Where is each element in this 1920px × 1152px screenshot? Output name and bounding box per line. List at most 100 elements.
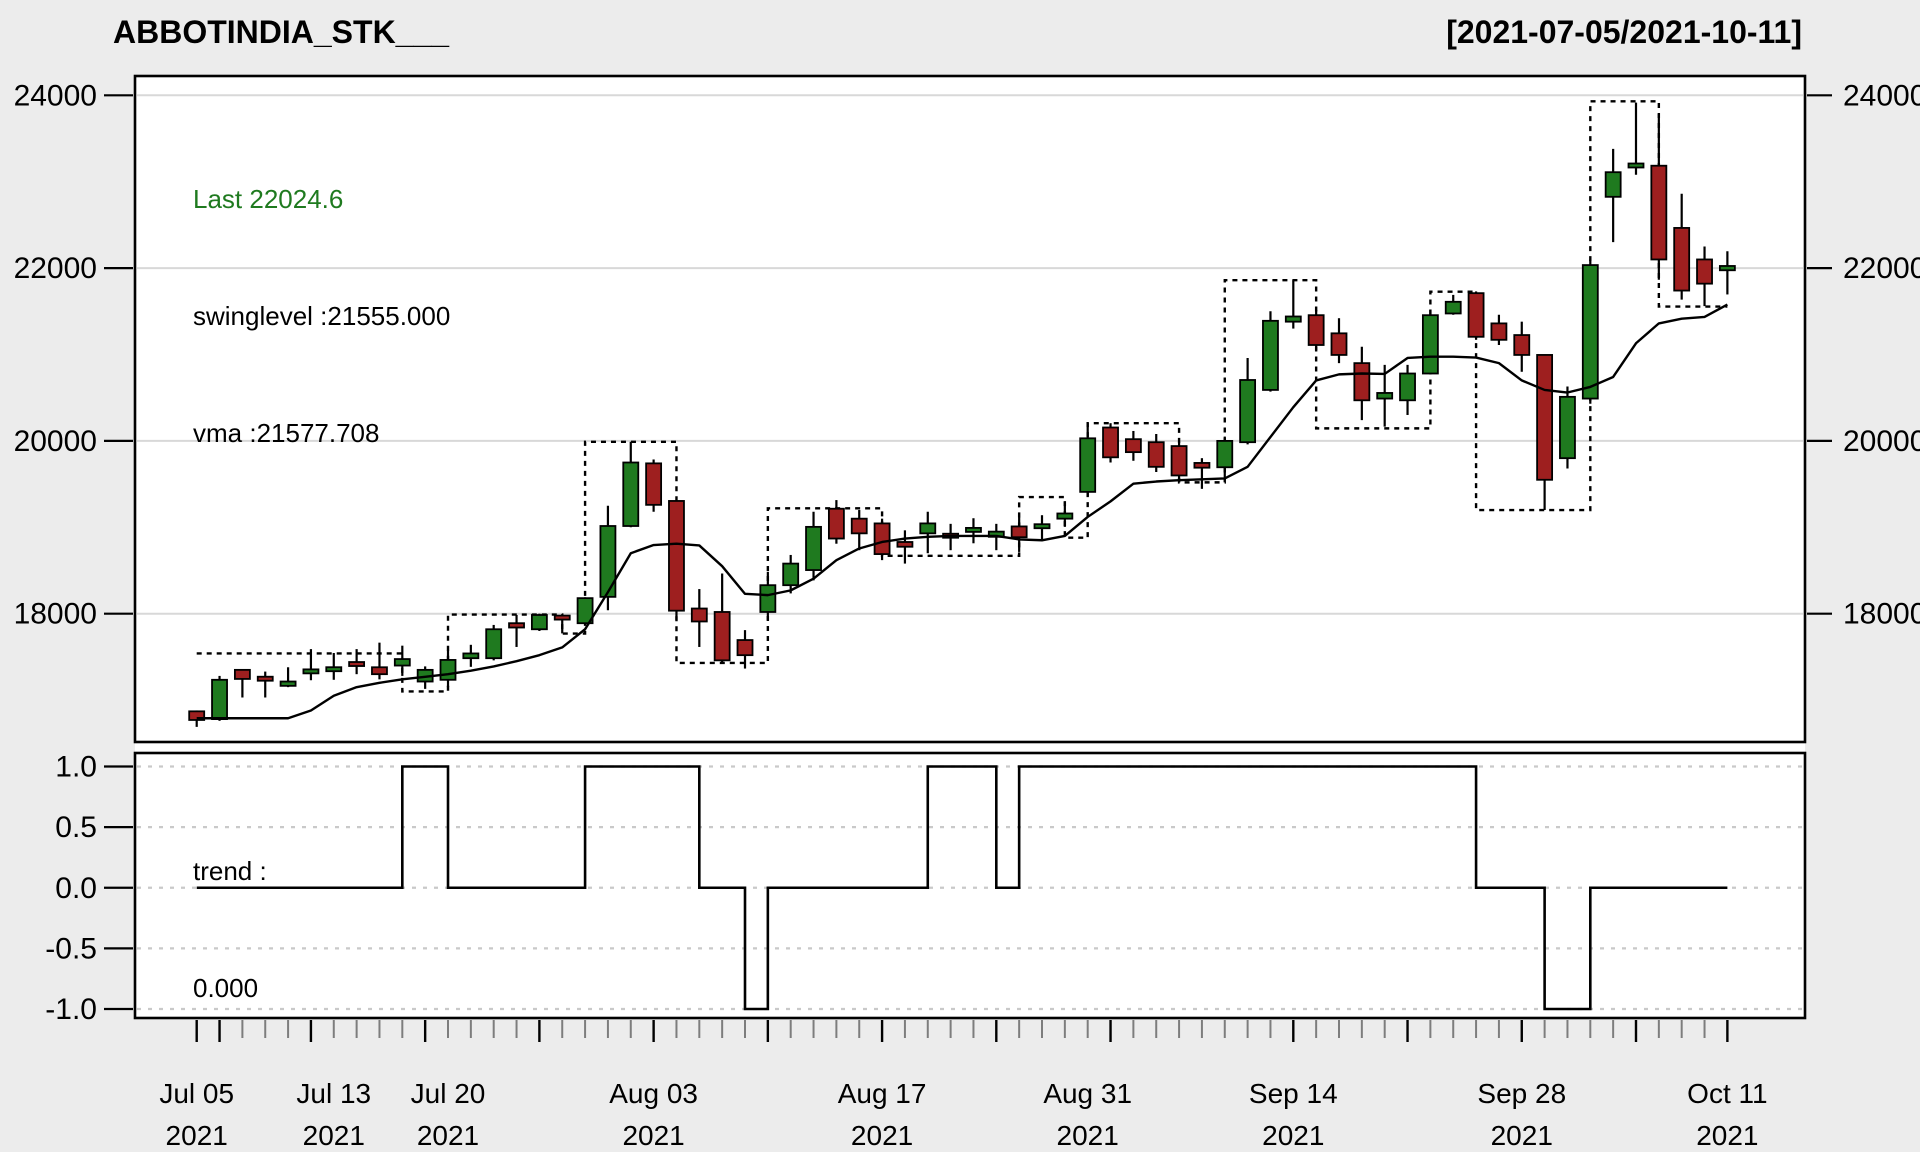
plot-background xyxy=(135,76,1805,1018)
candlestick xyxy=(211,678,228,721)
trend-axis-label: 0.0 xyxy=(55,872,97,905)
candlestick xyxy=(896,541,914,548)
candlestick xyxy=(1102,426,1119,459)
candlestick xyxy=(1627,162,1645,169)
candlestick xyxy=(576,597,594,625)
candlestick xyxy=(1490,322,1508,341)
candlestick xyxy=(1193,462,1211,469)
candlestick xyxy=(393,658,411,667)
candlestick xyxy=(873,522,891,555)
legend-last: Last 22024.6 xyxy=(193,184,344,214)
price-axis-label-left: 20000 xyxy=(14,425,97,458)
price-axis-label-right: 24000 xyxy=(1843,79,1920,112)
candlestick xyxy=(462,652,480,660)
candlestick xyxy=(1513,334,1531,356)
date-label-year: 2021 xyxy=(1262,1120,1324,1151)
price-panel-border xyxy=(133,74,1807,744)
date-label-year: 2021 xyxy=(166,1120,228,1151)
date-label: Jul 13 xyxy=(296,1078,371,1109)
candlestick xyxy=(690,607,708,623)
candlestick xyxy=(713,611,731,662)
date-label-year: 2021 xyxy=(1696,1120,1758,1151)
date-label-year: 2021 xyxy=(851,1120,913,1151)
trend-panel-border xyxy=(133,751,1807,1020)
candlestick xyxy=(233,668,251,680)
candlestick xyxy=(1536,354,1554,481)
candlestick xyxy=(1124,438,1142,454)
candlestick xyxy=(1330,332,1348,356)
date-label-year: 2021 xyxy=(622,1120,684,1151)
candlestick xyxy=(302,668,320,675)
candlestick xyxy=(1262,319,1279,391)
candlestick xyxy=(782,562,800,587)
date-label-year: 2021 xyxy=(417,1120,479,1151)
candlestick xyxy=(1559,395,1576,460)
date-label: Aug 31 xyxy=(1043,1078,1132,1109)
candlestick xyxy=(1604,171,1622,198)
candlestick xyxy=(553,614,571,621)
candlestick xyxy=(530,614,548,631)
candlestick xyxy=(188,710,206,721)
candlestick xyxy=(1444,300,1462,315)
candlestick xyxy=(1673,227,1691,292)
candlestick xyxy=(256,675,274,682)
date-label-year: 2021 xyxy=(1491,1120,1553,1151)
price-axis-label-left: 24000 xyxy=(14,79,97,112)
date-label-year: 2021 xyxy=(1057,1120,1119,1151)
candlestick xyxy=(1147,441,1165,468)
date-label: Jul 20 xyxy=(411,1078,486,1109)
candlestick xyxy=(1421,314,1439,375)
candlestick xyxy=(805,525,822,571)
price-axis-label-left: 18000 xyxy=(14,598,97,631)
date-label-year: 2021 xyxy=(303,1120,365,1151)
candlestick xyxy=(645,462,663,506)
candlestick xyxy=(1581,264,1599,400)
candlestick xyxy=(1399,372,1416,402)
price-axis-label-right: 22000 xyxy=(1843,252,1920,285)
candlestick xyxy=(1650,164,1668,261)
trend-axis-label: 0.5 xyxy=(55,811,97,844)
candlestick xyxy=(1216,439,1234,469)
candlestick xyxy=(1353,362,1371,402)
trend-legend-value: 0.000 xyxy=(193,973,259,1003)
candlestick xyxy=(1307,314,1325,346)
legend-vma: vma :21577.708 xyxy=(193,418,380,448)
trend-axis-label: -0.5 xyxy=(45,932,97,965)
price-axis-label-right: 18000 xyxy=(1843,598,1920,631)
candlestick xyxy=(1170,445,1188,477)
candlestick xyxy=(508,622,525,629)
candlestick xyxy=(850,517,868,535)
trend-legend-name: trend : xyxy=(193,856,267,886)
date-label: Aug 17 xyxy=(838,1078,927,1109)
date-label: Jul 05 xyxy=(159,1078,234,1109)
trend-axis-label: 1.0 xyxy=(55,751,97,784)
date-label: Sep 14 xyxy=(1249,1078,1338,1109)
candlestick xyxy=(827,507,845,540)
candlestick xyxy=(1376,392,1394,400)
date-label: Aug 03 xyxy=(609,1078,698,1109)
candlestick xyxy=(1718,265,1736,272)
candlestick xyxy=(919,522,937,535)
candlestick xyxy=(348,661,366,667)
price-legend: Last 22024.6 swinglevel :21555.000 vma :… xyxy=(193,102,450,492)
candlestick xyxy=(1467,292,1485,338)
candlestick xyxy=(736,639,754,657)
candlestick xyxy=(1239,379,1257,444)
date-label: Sep 28 xyxy=(1477,1078,1566,1109)
date-label: Oct 11 xyxy=(1687,1078,1767,1109)
candlestick xyxy=(599,525,617,598)
candlestick xyxy=(1696,258,1713,285)
candlestick xyxy=(371,666,388,676)
candlestick xyxy=(965,526,982,533)
candlestick xyxy=(1284,315,1302,323)
candlestick xyxy=(279,680,297,687)
price-axis-label-right: 20000 xyxy=(1843,425,1920,458)
trend-legend: trend : 0.000 xyxy=(193,774,267,1047)
page-title: ABBOTINDIA_STK___ xyxy=(113,14,450,50)
date-range-label: [2021-07-05/2021-10-11] xyxy=(1446,14,1802,50)
vma-line xyxy=(196,303,1728,720)
candlestick xyxy=(1056,512,1074,520)
candlestick xyxy=(622,461,640,527)
candlestick xyxy=(668,500,685,612)
